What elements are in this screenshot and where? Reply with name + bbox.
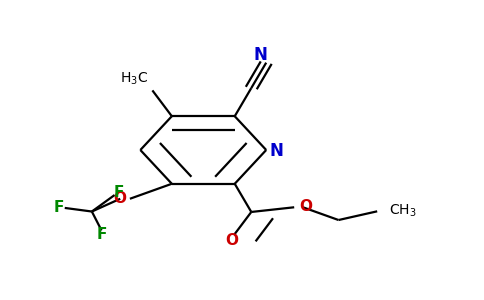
Text: H$_3$C: H$_3$C <box>121 70 149 87</box>
Text: F: F <box>54 200 64 215</box>
Text: N: N <box>270 142 284 160</box>
Text: F: F <box>113 184 124 200</box>
Text: O: O <box>113 191 126 206</box>
Text: F: F <box>96 226 107 242</box>
Text: CH$_3$: CH$_3$ <box>389 202 417 219</box>
Text: O: O <box>225 233 238 248</box>
Text: O: O <box>299 199 312 214</box>
Text: N: N <box>254 46 268 64</box>
